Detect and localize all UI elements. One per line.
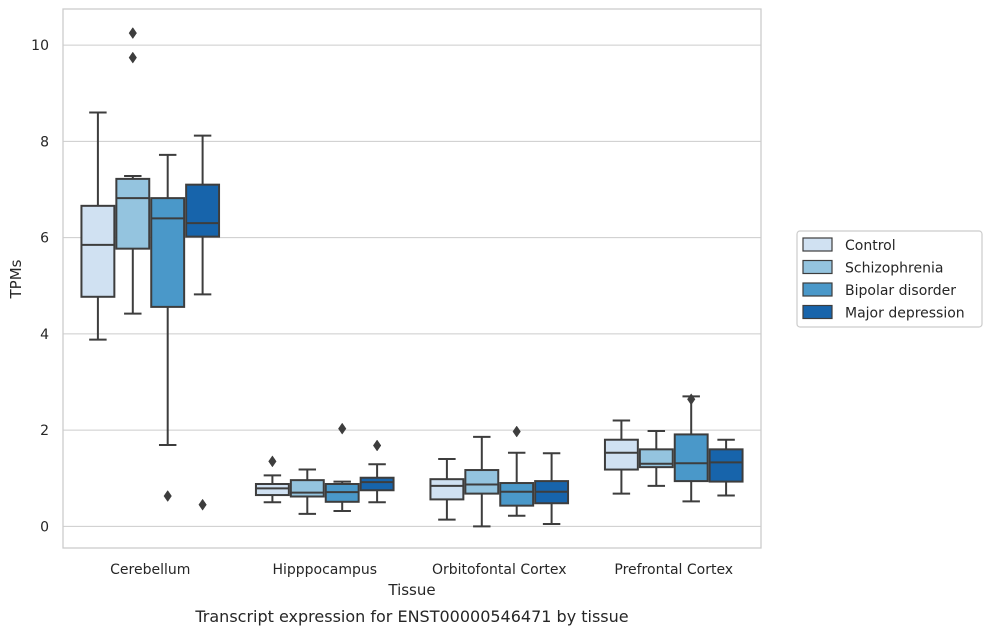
y-axis-label: TPMs — [7, 259, 25, 299]
box-iqr — [464, 469, 500, 495]
box-iqr — [254, 482, 290, 497]
box-iqr — [185, 183, 221, 238]
legend: Control Schizophrenia Bipolar disorder Majo… — [796, 230, 983, 328]
y-tick-label: 10 — [31, 38, 49, 54]
box-iqr — [499, 482, 535, 507]
legend-label: Major depression — [845, 306, 965, 322]
box-schizophrenia — [638, 430, 674, 487]
box-bipolar-disorder — [324, 422, 360, 512]
chart-caption: Transcript expression for ENST0000054647… — [194, 607, 628, 626]
x-tick-label: Prefrontal Cortex — [614, 562, 733, 578]
legend-frame — [796, 230, 983, 328]
y-tick-label: 4 — [40, 327, 49, 343]
x-tick-label: Orbitofontal Cortex — [432, 562, 567, 578]
outlier-point — [198, 498, 207, 511]
y-tick-label: 6 — [40, 231, 49, 247]
box-iqr — [708, 448, 744, 483]
box-schizophrenia — [464, 435, 500, 528]
box-iqr — [359, 476, 395, 492]
box-major-depression — [359, 439, 395, 504]
box-major-depression — [708, 438, 744, 497]
box-control — [429, 457, 465, 521]
legend-label: Schizophrenia — [845, 261, 943, 277]
box-iqr — [115, 177, 151, 250]
box-bipolar-disorder — [499, 425, 535, 517]
outlier-point — [372, 439, 382, 452]
grid-lines — [63, 44, 761, 527]
outlier-point — [128, 27, 137, 40]
legend-swatch — [802, 282, 833, 297]
box-iqr — [673, 433, 709, 483]
box-iqr — [150, 197, 186, 308]
legend-swatch — [802, 259, 833, 275]
box-iqr — [603, 438, 639, 471]
box-control — [254, 455, 290, 504]
y-tick-labels: 0 2 4 6 8 10 — [31, 38, 49, 535]
x-axis-label: Tissue — [387, 581, 435, 599]
y-tick-label: 2 — [40, 423, 49, 439]
y-tick-label: 0 — [40, 519, 49, 535]
legend-label: Control — [845, 238, 896, 254]
box-control — [603, 419, 639, 495]
box-iqr — [429, 478, 465, 501]
box-iqr — [80, 204, 116, 298]
box-bipolar-disorder — [673, 393, 709, 503]
outlier-point — [512, 425, 521, 438]
box-schizophrenia — [115, 27, 151, 315]
legend-label: Bipolar disorder — [845, 283, 956, 299]
x-tick-label: Cerebellum — [110, 562, 190, 578]
legend-swatch — [802, 304, 833, 320]
outlier-point — [128, 51, 137, 64]
box-series — [80, 27, 744, 528]
outlier-point — [163, 490, 172, 502]
box-major-depression — [185, 134, 221, 511]
legend-swatch — [802, 237, 833, 252]
x-tick-labels: Cerebellum Hipppocampus Orbitofontal Corte… — [110, 562, 733, 578]
x-tick-label: Hipppocampus — [272, 562, 377, 578]
box-iqr — [638, 448, 674, 469]
box-bipolar-disorder — [150, 153, 186, 502]
outlier-point — [687, 393, 696, 406]
box-iqr — [289, 479, 325, 498]
box-control — [80, 111, 116, 341]
outlier-point — [338, 422, 347, 435]
outlier-point — [268, 455, 277, 468]
y-tick-label: 8 — [40, 134, 49, 150]
box-schizophrenia — [289, 468, 325, 515]
box-major-depression — [534, 452, 570, 525]
